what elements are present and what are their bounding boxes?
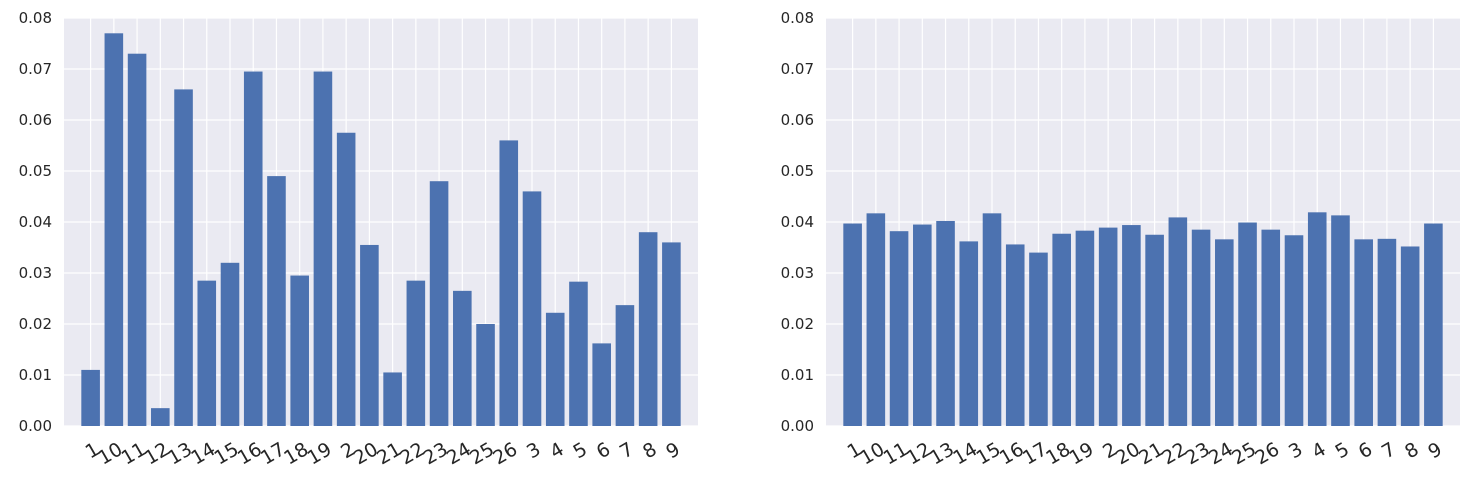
bar [81, 369, 100, 426]
x-tick-label: 8 [1401, 438, 1422, 463]
bar [936, 220, 955, 426]
y-tick-label: 0.02 [781, 315, 814, 333]
x-tick-label: 4 [546, 438, 567, 463]
y-tick-label: 0.04 [781, 213, 814, 231]
bar [174, 89, 193, 427]
y-tick-label: 0.03 [19, 264, 52, 282]
bar [1261, 229, 1281, 426]
bar [1354, 239, 1373, 426]
bar [662, 242, 681, 426]
bar [1122, 225, 1141, 426]
bar [959, 241, 979, 426]
bar [197, 280, 217, 426]
bar [429, 181, 449, 426]
x-tick-label: 7 [1378, 438, 1399, 463]
x-tick-label: 19 [1065, 438, 1097, 469]
bar [638, 232, 658, 426]
x-tick-label: 5 [1331, 438, 1352, 463]
right-bar-chart: 0.000.010.020.030.040.050.060.070.081101… [781, 9, 1460, 469]
y-tick-label: 0.01 [781, 366, 814, 384]
bar [151, 408, 170, 426]
bar [220, 262, 240, 426]
bar [889, 231, 909, 426]
bar [453, 290, 472, 426]
bar [1307, 212, 1327, 426]
x-tick-label: 3 [523, 438, 544, 463]
bar [127, 53, 147, 426]
x-tick-label: 19 [303, 438, 335, 469]
y-tick-label: 0.06 [781, 111, 814, 129]
bar [104, 33, 124, 427]
x-tick-label: 4 [1308, 438, 1329, 463]
y-tick-label: 0.01 [19, 366, 52, 384]
y-tick-label: 0.04 [19, 213, 52, 231]
x-tick-label: 6 [593, 438, 614, 463]
y-tick-label: 0.08 [19, 9, 52, 27]
bar [569, 281, 588, 426]
bar [1400, 246, 1420, 426]
bar [545, 312, 565, 426]
bar [1284, 235, 1304, 426]
bar [406, 280, 426, 426]
x-tick-label: 8 [639, 438, 660, 463]
x-tick-label: 26 [489, 438, 521, 469]
bar [243, 71, 263, 427]
y-tick-label: 0.03 [781, 264, 814, 282]
bar [360, 244, 379, 426]
bar [1145, 234, 1164, 426]
bar [615, 305, 635, 426]
bar [1029, 252, 1048, 426]
bar [476, 324, 495, 426]
x-tick-label: 9 [662, 438, 683, 463]
x-tick-label: 6 [1355, 438, 1376, 463]
bar [522, 191, 542, 426]
left-bar-chart: 0.000.010.020.030.040.050.060.070.081101… [19, 9, 698, 469]
x-tick-label: 7 [616, 438, 637, 463]
y-tick-label: 0.00 [781, 417, 814, 435]
bar [843, 223, 862, 426]
y-tick-label: 0.07 [781, 60, 814, 78]
bar [499, 140, 519, 426]
bar [313, 71, 333, 427]
bar [383, 372, 402, 426]
x-tick-label: 26 [1251, 438, 1283, 469]
bar [1075, 230, 1095, 426]
y-tick-label: 0.07 [19, 60, 52, 78]
bar [1215, 239, 1234, 426]
y-tick-label: 0.00 [19, 417, 52, 435]
bar [1098, 227, 1118, 426]
bar [1331, 215, 1350, 426]
bar [1005, 244, 1025, 426]
bar [982, 213, 1002, 426]
bar [1238, 222, 1257, 426]
x-tick-label: 5 [569, 438, 590, 463]
bar [913, 224, 932, 426]
bar [1052, 233, 1071, 426]
y-tick-label: 0.05 [19, 162, 52, 180]
bar [267, 176, 286, 426]
y-tick-label: 0.06 [19, 111, 52, 129]
bar [1191, 229, 1211, 426]
bar [336, 132, 356, 426]
y-tick-label: 0.08 [781, 9, 814, 27]
x-tick-label: 3 [1285, 438, 1306, 463]
y-tick-label: 0.05 [781, 162, 814, 180]
bar [290, 275, 309, 426]
y-tick-label: 0.02 [19, 315, 52, 333]
bar [866, 213, 886, 426]
bar [1377, 238, 1397, 426]
bar [592, 343, 611, 426]
bar [1424, 223, 1443, 426]
bar [1168, 217, 1188, 426]
x-tick-label: 9 [1424, 438, 1445, 463]
